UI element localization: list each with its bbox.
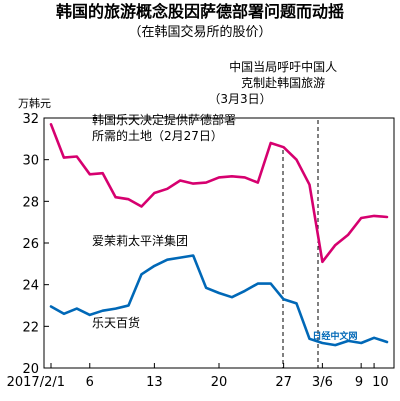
annotation-china-travel-line-1: 中国当局呼吁中国人 bbox=[229, 59, 337, 74]
y-tick-label: 24 bbox=[22, 279, 39, 294]
series-line-lotte-department bbox=[49, 254, 389, 347]
x-tick-label: 10 bbox=[372, 375, 389, 390]
annotation-lotte-land: 韩国乐天决定提供萨德部署 所需的土地（2月27日） bbox=[92, 112, 240, 143]
series-layer bbox=[49, 123, 389, 347]
annotation-china-travel-line-2: 克制赴韩国旅游 bbox=[241, 75, 325, 90]
series-label-amorepacific: 爱茉莉太平洋集团 bbox=[92, 233, 188, 248]
y-tick-label: 22 bbox=[22, 320, 39, 335]
x-tick-label: 6 bbox=[86, 375, 94, 390]
x-tick-label: 13 bbox=[146, 375, 163, 390]
annotation-china-travel-line-3: （3月3日） bbox=[208, 92, 271, 106]
x-tick-label: 20 bbox=[211, 375, 228, 390]
series-line-amorepacific bbox=[49, 123, 389, 264]
annotation-china-travel: 中国当局呼吁中国人 克制赴韩国旅游 （3月3日） bbox=[208, 59, 341, 106]
x-tick-label: 2017/2/1 bbox=[7, 375, 65, 390]
y-tick-label: 30 bbox=[22, 154, 39, 169]
x-tick-label: 27 bbox=[275, 375, 292, 390]
x-tick-label: 9 bbox=[355, 375, 363, 390]
x-tick-label: 3/6 bbox=[312, 375, 333, 390]
y-axis-unit: 万韩元 bbox=[18, 96, 51, 110]
chart-subtitle: （在韩国交易所的股价） bbox=[128, 24, 271, 40]
y-tick-label: 32 bbox=[22, 112, 39, 127]
annotation-lotte-land-line-1: 韩国乐天决定提供萨德部署 bbox=[92, 112, 236, 127]
watermark: 日经中文网 bbox=[312, 330, 357, 342]
chart-title: 韩国的旅游概念股因萨德部署问题而动摇 bbox=[56, 2, 344, 21]
y-axis: 20 22 24 26 28 30 32 bbox=[22, 112, 49, 377]
y-tick-label: 20 bbox=[22, 362, 39, 377]
x-axis: 2017/2/1 6 13 20 27 3/6 9 10 bbox=[7, 363, 389, 390]
series-label-lotte-department: 乐天百货 bbox=[92, 315, 140, 330]
y-tick-label: 28 bbox=[22, 195, 39, 210]
y-tick-label: 26 bbox=[22, 237, 39, 252]
annotation-lotte-land-line-2: 所需的土地（2月27日） bbox=[92, 128, 223, 143]
